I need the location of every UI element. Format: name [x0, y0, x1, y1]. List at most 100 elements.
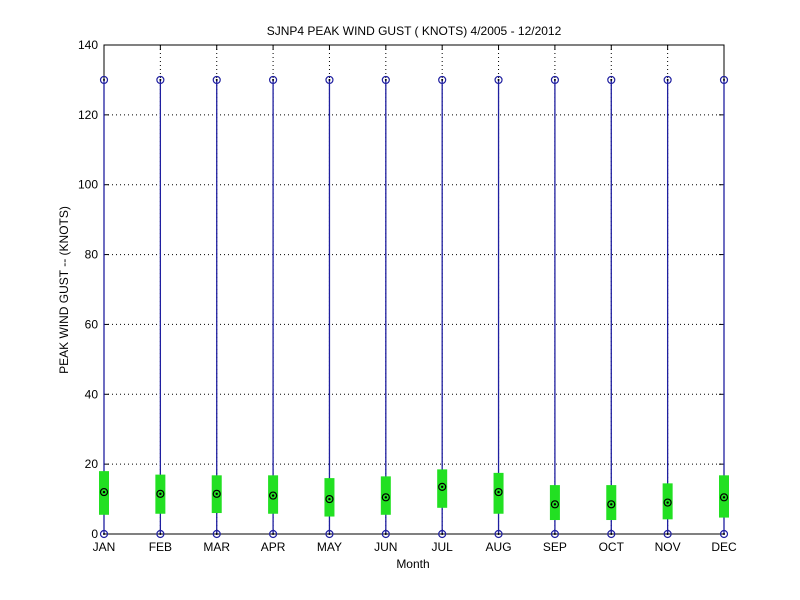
- min-marker-dot: [610, 533, 613, 535]
- x-tick-label: AUG: [486, 540, 512, 554]
- x-tick-label: SEP: [543, 540, 567, 554]
- min-marker-dot: [553, 533, 556, 535]
- y-tick-label: 80: [85, 248, 99, 262]
- x-tick-label: DEC: [711, 540, 737, 554]
- min-marker: [494, 529, 503, 539]
- x-axis-ticks: JAN FEB MAR APR MAY JUN JUL AUG SEP OCT NOV DEC: [93, 45, 737, 554]
- min-marker-dot: [723, 533, 725, 535]
- box-iqr: [606, 485, 617, 521]
- box-iqr: [324, 478, 335, 517]
- median-marker-dot: [666, 501, 669, 504]
- median-marker: [212, 489, 221, 498]
- box-mar: [211, 75, 222, 539]
- max-marker: [156, 75, 165, 85]
- x-tick-label: MAR: [203, 540, 230, 554]
- median-marker: [438, 482, 447, 491]
- median-marker-dot: [497, 490, 500, 494]
- box-series: [99, 75, 729, 539]
- y-axis-label: PEAK WIND GUST -- (KNOTS): [57, 206, 71, 374]
- x-tick-label: APR: [261, 540, 286, 554]
- y-tick-label: 40: [85, 387, 99, 401]
- x-tick-label: FEB: [149, 540, 172, 554]
- x-tick-label: MAY: [317, 540, 342, 554]
- max-marker-dot: [215, 78, 218, 81]
- min-marker-dot: [441, 533, 444, 535]
- median-marker-dot: [553, 503, 557, 506]
- max-marker: [494, 75, 503, 85]
- max-marker-dot: [553, 78, 556, 81]
- y-tick-label: 60: [85, 317, 99, 331]
- x-tick-label: OCT: [599, 540, 625, 554]
- median-marker: [719, 493, 729, 502]
- max-marker-dot: [384, 78, 387, 81]
- min-marker-dot: [215, 533, 218, 535]
- min-marker: [663, 529, 672, 539]
- box-aug: [493, 75, 504, 539]
- median-marker: [494, 487, 503, 497]
- median-marker-dot: [722, 496, 726, 499]
- max-marker: [550, 75, 560, 85]
- max-marker-dot: [666, 78, 669, 81]
- y-axis-ticks: 0 20 40 60 80 100 120 140: [78, 38, 724, 541]
- x-tick-label: JAN: [93, 540, 116, 554]
- median-marker-dot: [384, 496, 388, 499]
- max-marker-dot: [723, 78, 725, 81]
- min-marker: [212, 529, 221, 539]
- plot-frame: [103, 44, 725, 535]
- max-marker: [325, 75, 334, 85]
- box-nov: [662, 75, 673, 539]
- box-iqr: [662, 483, 673, 520]
- max-marker: [719, 75, 729, 85]
- max-marker-dot: [610, 78, 613, 81]
- x-tick-label: JUL: [432, 540, 454, 554]
- box-feb: [155, 75, 166, 539]
- median-marker: [99, 487, 109, 497]
- median-marker: [550, 500, 560, 509]
- box-apr: [268, 75, 279, 539]
- max-marker: [381, 75, 390, 85]
- max-marker: [268, 75, 278, 85]
- box-jul: [437, 75, 448, 539]
- box-iqr: [380, 476, 391, 515]
- median-marker-dot: [440, 485, 444, 489]
- x-tick-label: JUN: [374, 540, 397, 554]
- max-marker-dot: [328, 78, 331, 81]
- y-tick-label: 140: [78, 38, 98, 52]
- grid-lines: [104, 45, 724, 534]
- median-marker-dot: [271, 494, 275, 497]
- min-marker: [268, 529, 278, 539]
- box-may: [324, 75, 335, 539]
- max-marker: [99, 75, 109, 85]
- y-tick-label: 120: [78, 108, 98, 122]
- median-marker-dot: [328, 497, 331, 501]
- y-tick-label: 100: [78, 178, 98, 192]
- min-marker-dot: [666, 533, 669, 535]
- min-marker-dot: [103, 533, 105, 535]
- box-sep: [549, 75, 560, 539]
- median-marker: [325, 494, 334, 504]
- chart-title: SJNP4 PEAK WIND GUST ( KNOTS) 4/2005 - 1…: [267, 24, 562, 38]
- max-marker: [438, 75, 447, 85]
- x-axis-label: Month: [396, 557, 429, 571]
- max-marker: [607, 75, 616, 85]
- min-marker: [381, 529, 390, 539]
- y-tick-label: 20: [85, 457, 99, 471]
- box-oct: [606, 75, 617, 539]
- max-marker-dot: [441, 78, 444, 81]
- min-marker-dot: [272, 533, 275, 535]
- max-marker: [663, 75, 672, 85]
- min-marker: [99, 529, 109, 539]
- box-jun: [380, 75, 391, 539]
- box-iqr: [549, 485, 560, 521]
- min-marker: [156, 529, 165, 539]
- median-marker: [381, 493, 390, 502]
- max-marker-dot: [497, 78, 500, 81]
- min-marker-dot: [384, 533, 387, 535]
- median-marker-dot: [159, 492, 162, 496]
- max-marker: [212, 75, 221, 85]
- min-marker: [719, 529, 729, 539]
- y-tick-label: 0: [91, 527, 98, 541]
- median-marker: [156, 489, 165, 498]
- min-marker-dot: [159, 533, 162, 535]
- median-marker-dot: [215, 492, 218, 496]
